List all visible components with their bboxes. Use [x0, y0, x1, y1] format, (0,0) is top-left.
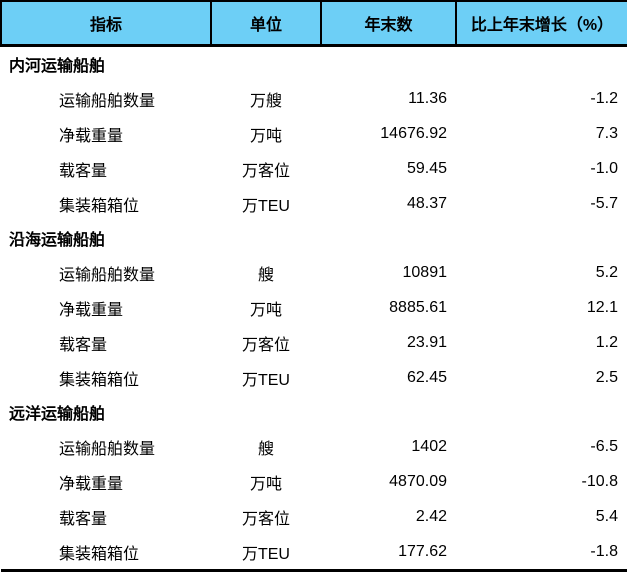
section-title: 远洋运输船舶 [9, 406, 106, 424]
row-label: 集装箱箱位 [1, 534, 211, 572]
section-row: 沿海运输船舶 [1, 221, 627, 256]
row-label: 运输船舶数量 [59, 93, 156, 111]
row-unit: 万TEU [241, 371, 290, 389]
row-change: -5.7 [590, 194, 618, 212]
row-value: 1402 [411, 438, 447, 456]
row-change: -1.0 [590, 159, 618, 177]
section-title: 沿海运输船舶 [9, 232, 106, 250]
row-label: 净载重量 [59, 127, 124, 145]
row-change: 5.4 [595, 507, 618, 525]
table-row: 载客量 万客位 23.91 1.2 [1, 325, 627, 360]
table-row: 净载重量 万吨 8885.61 12.1 [1, 291, 627, 326]
row-change: -6.5 [590, 438, 618, 456]
table-row: 集装箱箱位 万TEU 177.62 -1.8 [1, 534, 627, 572]
row-value: 48.37 [406, 194, 447, 212]
row-unit: 万吨 [249, 301, 282, 319]
row-label: 集装箱箱位 [59, 371, 140, 389]
row-unit: 万客位 [241, 162, 290, 180]
row-value: 11.36 [408, 90, 447, 108]
row-unit: 艘 [257, 267, 274, 285]
row-value: 4870.09 [389, 472, 447, 490]
row-value: 2.42 [415, 507, 447, 525]
table-row: 运输船舶数量 艘 1402 -6.5 [1, 430, 627, 465]
row-label: 净载重量 [59, 475, 124, 493]
row-change: 7.3 [595, 124, 618, 142]
row-label: 净载重量 [59, 301, 124, 319]
row-change: 12.1 [586, 298, 618, 316]
row-unit: 万艘 [249, 93, 282, 111]
header-indicator: 指标 [0, 0, 212, 47]
section-row: 内河运输船舶 [1, 46, 627, 82]
row-change: -1.2 [590, 90, 618, 108]
row-unit: 艘 [257, 441, 274, 459]
header-growth: 比上年末增长（%） [455, 0, 627, 47]
table-row: 集装箱箱位 万TEU 62.45 2.5 [1, 360, 627, 395]
row-unit: 万TEU [211, 534, 321, 572]
row-change: -1.8 [456, 534, 627, 572]
row-change: 1.2 [595, 333, 618, 351]
row-value: 23.91 [406, 333, 447, 351]
row-label: 载客量 [59, 336, 108, 354]
row-unit: 万客位 [241, 336, 290, 354]
section-row: 远洋运输船舶 [1, 395, 627, 430]
header-row: 指标 单位 年末数 比上年末增长（%） [0, 0, 627, 47]
row-value: 14676.92 [380, 124, 447, 142]
row-label: 集装箱箱位 [59, 197, 140, 215]
row-change: 2.5 [595, 368, 618, 386]
row-unit: 万吨 [249, 127, 282, 145]
row-label: 运输船舶数量 [59, 441, 156, 459]
header-year-end: 年末数 [320, 0, 457, 47]
table-row: 载客量 万客位 2.42 5.4 [1, 499, 627, 534]
table-row: 集装箱箱位 万TEU 48.37 -5.7 [1, 186, 627, 221]
row-label: 载客量 [59, 510, 108, 528]
row-unit: 万吨 [249, 475, 282, 493]
row-change: 5.2 [595, 264, 618, 282]
row-unit: 万TEU [241, 197, 290, 215]
row-unit: 万客位 [241, 510, 290, 528]
table-row: 运输船舶数量 艘 10891 5.2 [1, 256, 627, 291]
row-value: 59.45 [406, 159, 447, 177]
row-value: 177.62 [321, 534, 456, 572]
table-row: 运输船舶数量 万艘 11.36 -1.2 [1, 82, 627, 117]
row-label: 载客量 [59, 162, 108, 180]
table-row: 载客量 万客位 59.45 -1.0 [1, 151, 627, 186]
row-change: -10.8 [581, 472, 618, 490]
row-value: 62.45 [406, 368, 447, 386]
table-row: 净载重量 万吨 4870.09 -10.8 [1, 465, 627, 500]
row-label: 运输船舶数量 [59, 267, 156, 285]
section-title: 内河运输船舶 [9, 58, 106, 76]
header-unit: 单位 [210, 0, 322, 47]
row-value: 10891 [402, 264, 448, 282]
table-row: 净载重量 万吨 14676.92 7.3 [1, 117, 627, 152]
row-value: 8885.61 [389, 298, 447, 316]
